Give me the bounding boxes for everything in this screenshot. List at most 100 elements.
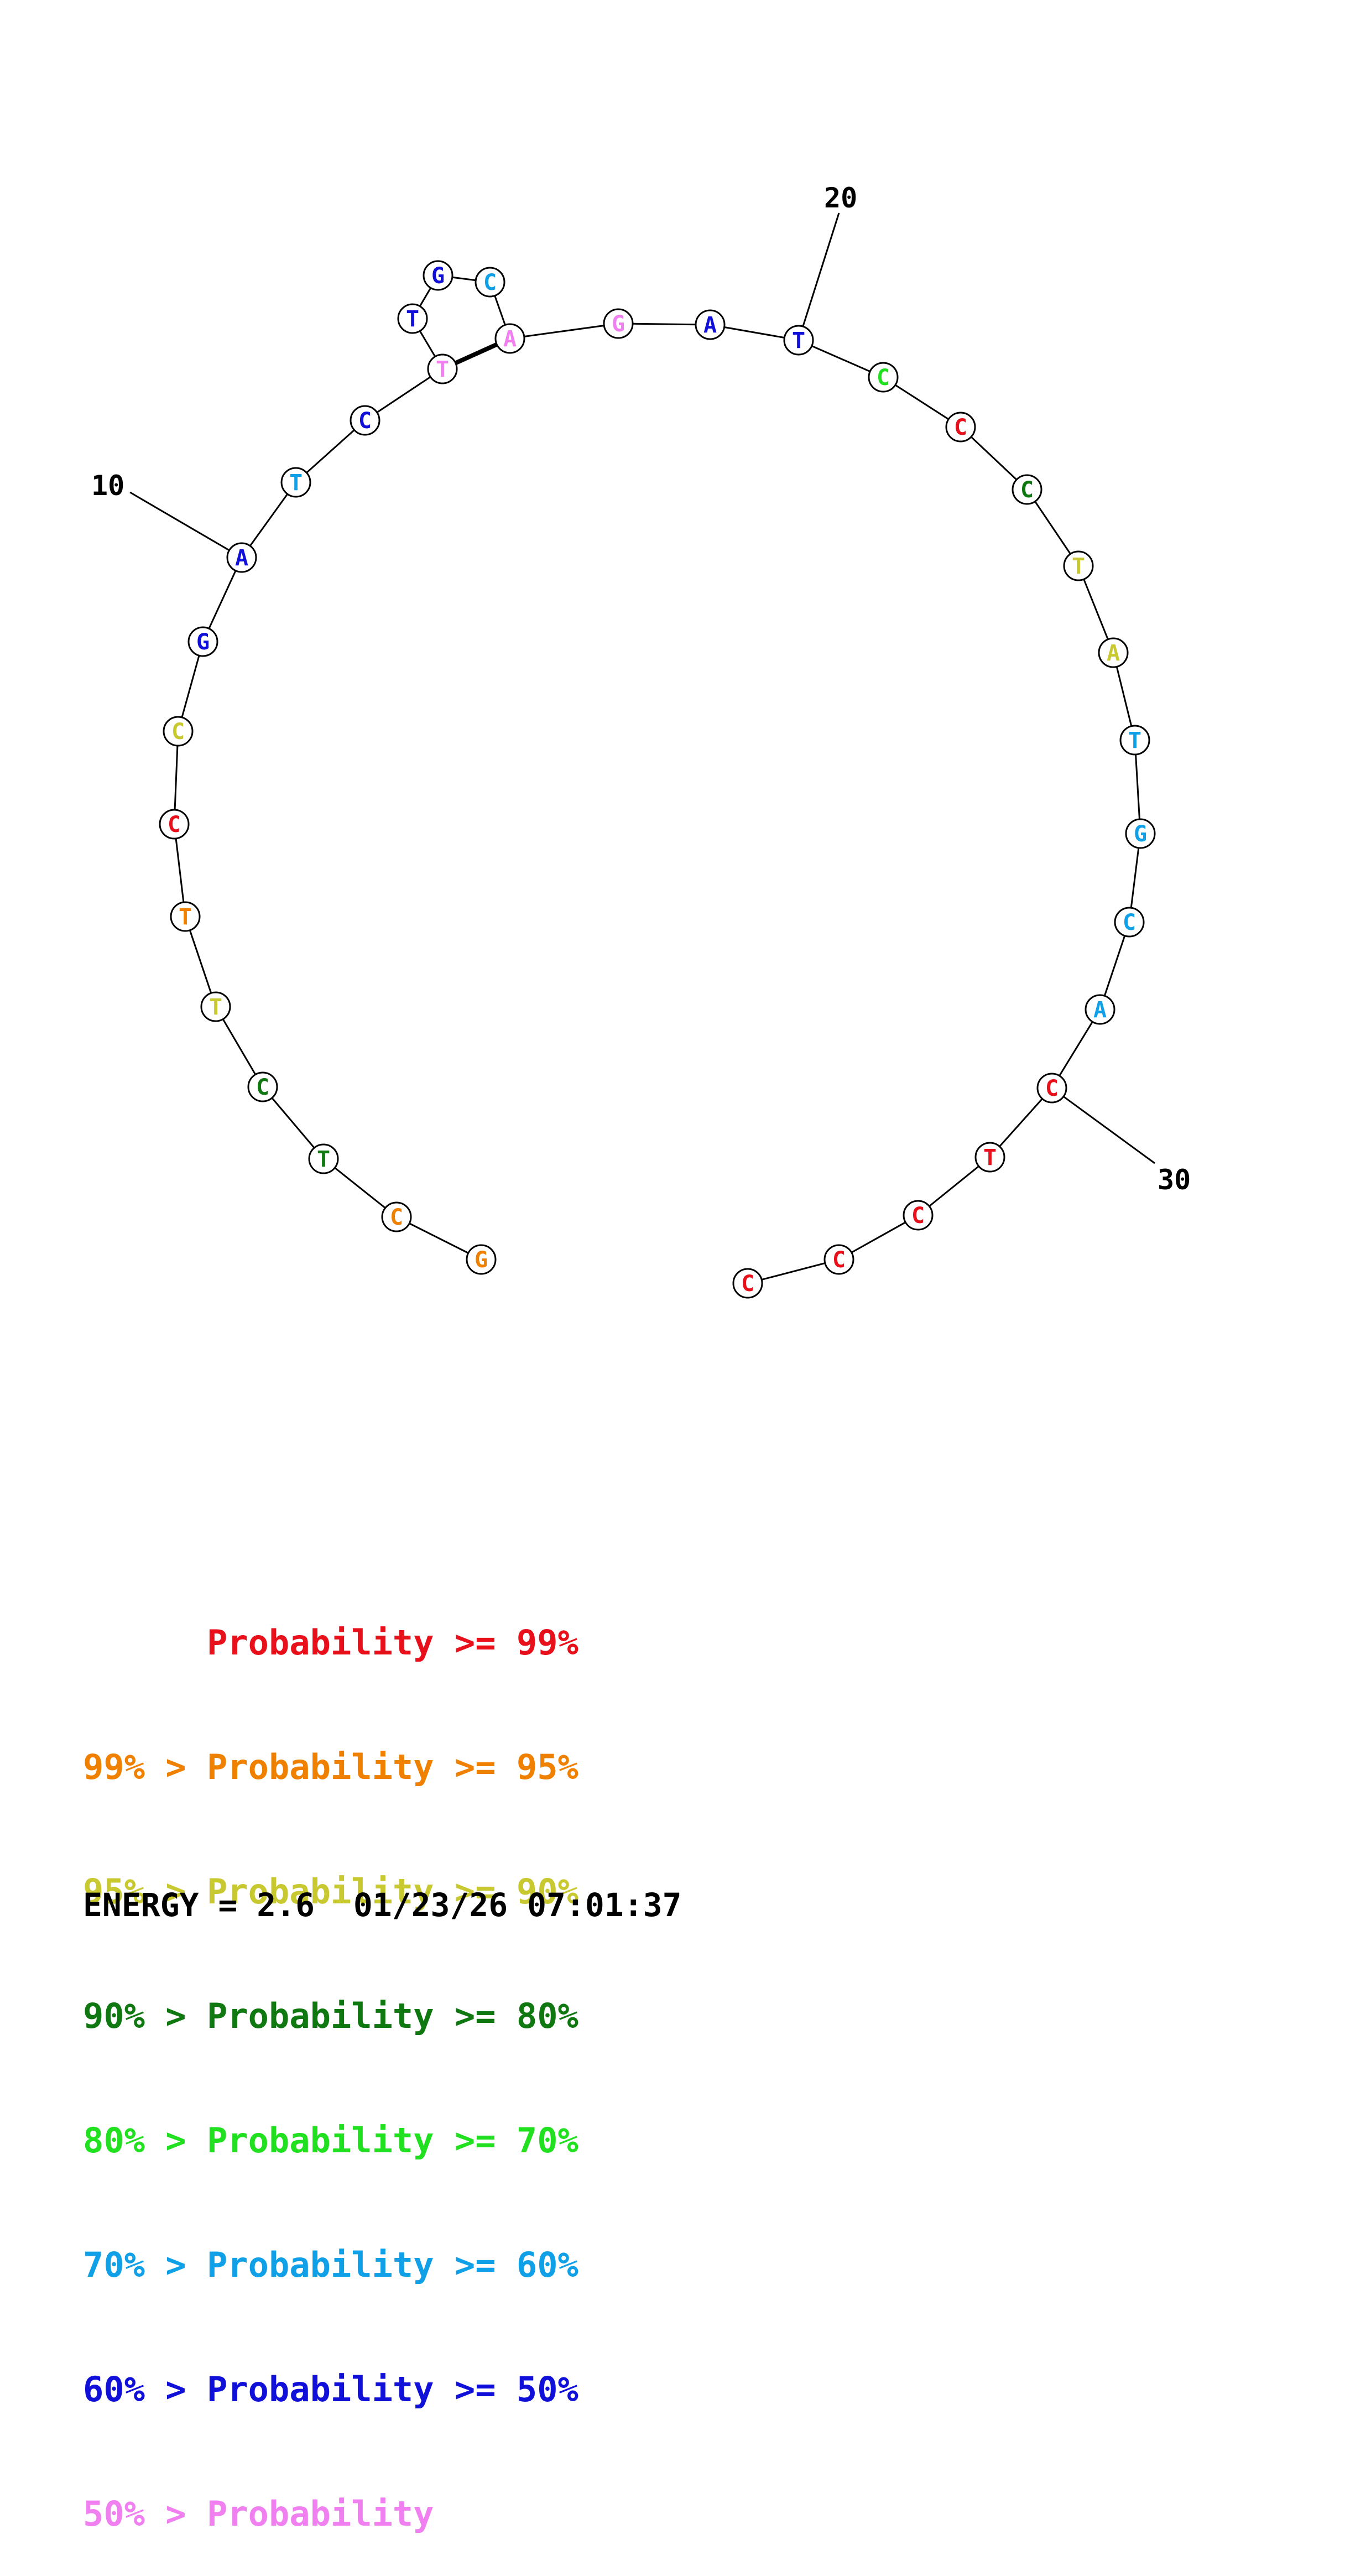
nucleotide-letter: T [289,470,303,496]
nucleotide-circle [247,1071,278,1102]
nucleotide-letter: G [612,311,625,337]
backbone-segment [184,916,217,1007]
nucleotide-node: G [423,260,453,291]
nucleotide-node: A [1085,994,1115,1025]
nucleotide-node: T [397,303,428,334]
backbone-segment [202,557,243,642]
nucleotide-circle [1119,725,1150,756]
nucleotide-letter: G [1134,821,1147,847]
nucleotide-letter: T [209,995,222,1020]
nucleotide-node: C [1036,1073,1067,1104]
nucleotide-node: G [1125,818,1156,849]
nucleotide-letter: A [1093,997,1107,1023]
nucleotide-letter: G [475,1247,488,1273]
legend-row-50: 60% > Probability >= 50% [83,2369,578,2410]
energy-and-timestamp: ENERGY = 2.6 01/23/26 07:01:37 [83,1886,682,1924]
legend-row-60: 70% > Probability >= 60% [83,2245,578,2285]
nucleotide-circle [1098,637,1129,668]
nucleotide-letter: T [983,1145,997,1170]
backbone-segment [262,1086,325,1159]
nucleotide-node: A [494,323,525,354]
backbone-segment [241,482,297,558]
nucleotide-node: C [823,1244,854,1275]
nucleotide-letter: C [954,415,967,440]
nucleotide-letter: A [235,545,248,571]
nucleotide-letter: C [741,1271,754,1297]
nucleotide-node: C [1012,474,1042,505]
nucleotide-letter: A [703,313,717,338]
nucleotide-letter: T [1072,554,1085,579]
probability-legend: Probability >= 99% 99% > Probability >= … [83,1539,578,2576]
nucleotide-letter: C [358,408,372,434]
index-tick [797,212,840,341]
nucleotide-letter: C [483,270,497,295]
backbone-segment [1134,740,1141,834]
nucleotide-letter: C [171,719,185,745]
index-tick [1051,1087,1155,1164]
nucleotide-letter: C [168,812,181,837]
nucleotide-node: C [475,267,505,298]
nucleotide-letter: C [832,1247,846,1273]
nucleotide-circle [783,325,814,356]
nucleotide-circle [974,1142,1005,1173]
nucleotide-circle [1125,818,1156,849]
nucleotide-circle [603,308,634,339]
nucleotide-circle [350,405,380,436]
nucleotide-node: T [170,901,201,932]
nucleotide-circle [868,362,899,393]
nucleotide-circle [466,1244,497,1275]
index-tick [129,491,242,559]
backbone-segment [1077,565,1114,653]
nucleotide-node: T [974,1142,1005,1173]
backbone-segment [173,824,186,917]
backbone-segment [798,339,884,378]
backbone-segment [173,731,179,825]
nucleotide-node: A [226,542,257,573]
backbone-segment [177,641,204,732]
nucleotide-letter: C [911,1203,925,1229]
nucleotide-letter: C [256,1075,269,1100]
index-label: 30 [1158,1164,1191,1196]
nucleotide-node: A [695,309,726,340]
nucleotide-circle [397,303,428,334]
nucleotide-node: T [308,1143,339,1174]
nucleotide-letter: T [436,357,449,382]
nucleotide-letter: T [317,1147,330,1172]
nucleotide-node: C [732,1268,763,1299]
nucleotide-circle [170,901,201,932]
nucleotide-circle [226,542,257,573]
nucleotide-circle [163,716,194,747]
nucleotide-node: C [903,1200,934,1231]
nucleotide-node: T [1119,725,1150,756]
legend-row-99: Probability >= 99% [83,1622,578,1663]
nucleotide-circle [1036,1073,1067,1104]
nucleotide-node: T [280,467,311,498]
nucleotide-circle [1114,907,1145,938]
nucleotide-circle [903,1200,934,1231]
nucleotide-letter: G [196,629,210,655]
backbone-segment [1026,489,1080,566]
nucleotide-circle [1012,474,1042,505]
backbone-segment [918,1156,991,1216]
nucleotide-circle [159,809,190,840]
nucleotide-circle [475,267,505,298]
nucleotide-node: C [868,362,899,393]
legend-row-90: 95% > Probability >= 90% [83,1871,578,1912]
nucleotide-node: C [350,405,380,436]
backbone-segment [618,322,711,326]
backbone-segment [323,1158,397,1218]
nucleotide-circle [732,1268,763,1299]
nucleotide-node: T [200,991,231,1022]
backbone-segment [364,368,443,421]
nucleotide-letter: G [431,263,445,289]
nucleotide-node: C [945,412,976,443]
backbone-segment [396,1216,482,1261]
legend-row-95: 99% > Probability >= 95% [83,1747,578,1787]
nucleotide-circle [423,260,453,291]
nucleotide-node: G [603,308,634,339]
nucleotide-node: G [466,1244,497,1275]
nucleotide-node: C [159,809,190,840]
nucleotide-circle [1085,994,1115,1025]
